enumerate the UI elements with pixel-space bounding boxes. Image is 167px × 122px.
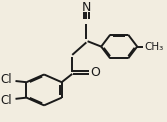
Text: N: N bbox=[82, 1, 91, 14]
Text: Cl: Cl bbox=[1, 94, 12, 107]
Text: O: O bbox=[90, 66, 100, 79]
Text: CH₃: CH₃ bbox=[144, 42, 163, 52]
Text: Cl: Cl bbox=[1, 73, 12, 86]
